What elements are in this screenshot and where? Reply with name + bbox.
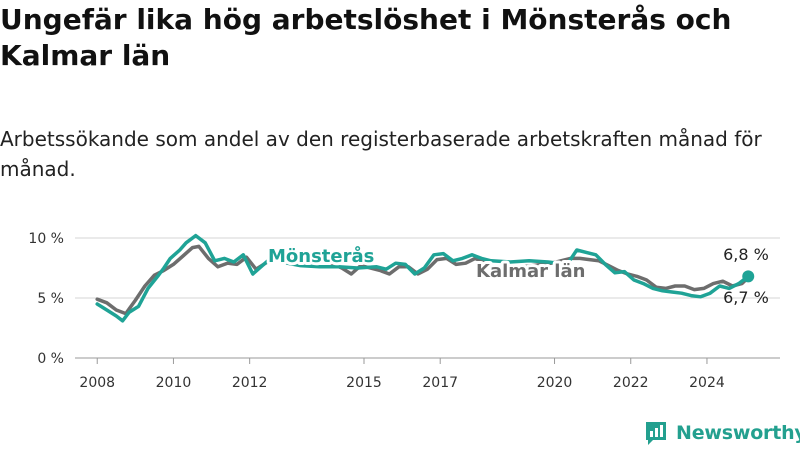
brand-logo[interactable]: Newsworthy — [644, 418, 800, 448]
y-tick-label: 5 % — [37, 291, 64, 307]
brand-name: Newsworthy — [676, 422, 800, 444]
end-label-monsteras: 6,8 % — [723, 245, 769, 264]
chart-subtitle: Arbetssökande som andel av den registerb… — [0, 127, 762, 181]
x-tick-label: 2020 — [537, 375, 573, 391]
x-tick-label: 2010 — [156, 375, 192, 391]
series-end-point-monsteras — [742, 270, 755, 283]
y-tick-label: 0 % — [37, 351, 64, 367]
y-tick-label: 10 % — [28, 231, 64, 247]
series-label-kalmar: Kalmar län — [476, 261, 585, 282]
x-tick-label: 2015 — [346, 375, 382, 391]
x-tick-label: 2008 — [79, 375, 115, 391]
chart-title: Ungefär lika hög arbetslöshet i Mönsterå… — [0, 3, 732, 72]
series-line-kalmar — [95, 244, 750, 316]
x-tick-label: 2022 — [613, 375, 649, 391]
x-tick-label: 2024 — [689, 375, 725, 391]
series-label-monsteras: Mönsterås — [268, 245, 374, 267]
x-tick-label: 2017 — [422, 375, 458, 391]
newsworthy-chart-logo-icon — [646, 422, 666, 445]
series-label-kalmar-halo: Kalmar län — [476, 261, 585, 282]
series-line-monsteras — [95, 233, 750, 323]
x-tick-label: 2012 — [232, 375, 268, 391]
end-label-kalmar: 6,7 % — [723, 288, 769, 307]
series-label-monsteras-halo: Mönsterås — [268, 245, 374, 267]
